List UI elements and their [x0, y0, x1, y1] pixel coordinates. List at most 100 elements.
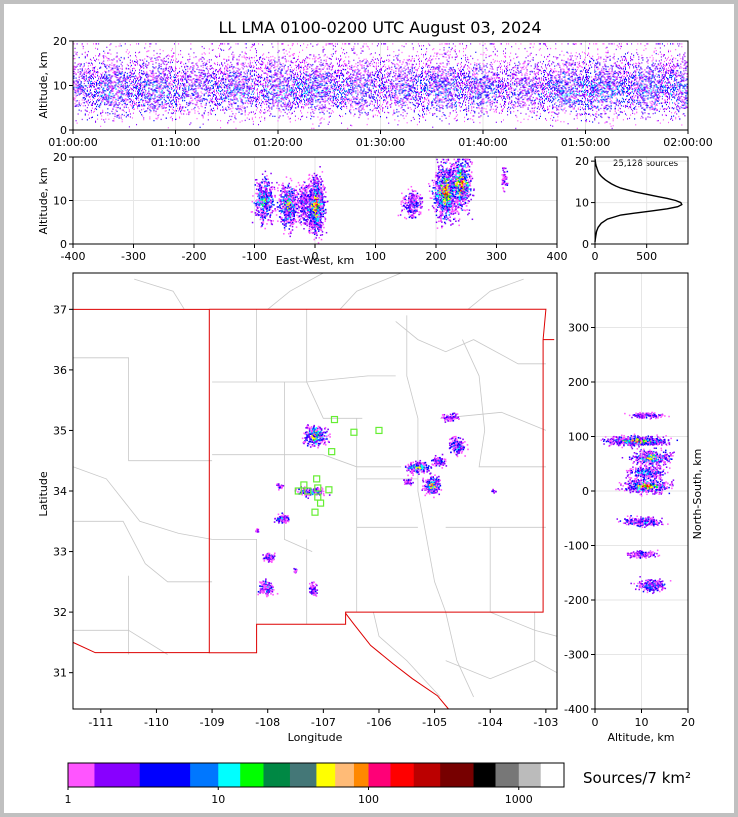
time-source — [290, 75, 291, 76]
time-source — [94, 96, 95, 97]
time-source — [147, 50, 148, 51]
time-source — [169, 73, 170, 74]
time-source — [242, 120, 243, 121]
time-source — [281, 100, 282, 101]
time-source — [175, 94, 176, 95]
time-source — [88, 83, 89, 84]
time-source — [228, 56, 229, 57]
time-source — [121, 74, 122, 75]
time-source — [104, 99, 105, 100]
time-source — [95, 103, 96, 104]
time-source — [235, 113, 236, 114]
time-source — [142, 73, 143, 74]
time-source — [269, 61, 270, 62]
time-source — [104, 82, 105, 83]
time-source — [191, 82, 192, 83]
time-source — [143, 100, 144, 101]
time-source — [262, 95, 263, 96]
time-source — [136, 104, 137, 105]
time-source — [153, 89, 154, 90]
time-source — [106, 57, 107, 58]
time-source — [232, 68, 233, 69]
time-source — [170, 85, 171, 86]
time-source — [251, 47, 252, 48]
time-source — [98, 59, 99, 60]
time-source — [93, 73, 94, 74]
time-source — [144, 97, 145, 98]
time-source — [130, 55, 131, 56]
time-source — [244, 106, 245, 107]
time-source — [96, 91, 97, 92]
time-source — [119, 84, 120, 85]
time-source — [92, 67, 93, 68]
time-source — [150, 72, 151, 73]
time-source — [159, 74, 160, 75]
time-source — [121, 57, 122, 58]
time-source — [163, 82, 164, 83]
time-source — [120, 73, 121, 74]
time-source — [211, 85, 212, 86]
time-source — [213, 73, 214, 74]
time-source — [85, 72, 86, 73]
time-source — [274, 81, 275, 82]
time-source — [182, 97, 183, 98]
time-source — [76, 87, 77, 88]
time-source — [301, 83, 302, 84]
time-source — [165, 104, 166, 105]
time-source — [111, 67, 112, 68]
time-source — [137, 105, 138, 106]
time-source — [311, 92, 312, 93]
time-source — [276, 101, 277, 102]
time-source — [290, 71, 291, 72]
time-source — [297, 80, 298, 81]
time-source — [230, 79, 231, 80]
time-source — [286, 61, 287, 62]
time-source — [307, 86, 308, 87]
time-source — [157, 104, 158, 105]
time-source — [241, 74, 242, 75]
time-source — [172, 68, 173, 69]
time-source — [192, 73, 193, 74]
time-source — [294, 79, 295, 80]
time-source — [161, 73, 162, 74]
time-source — [307, 89, 308, 90]
time-source — [153, 110, 154, 111]
time-source — [269, 92, 270, 93]
time-source — [93, 72, 94, 73]
time-source — [93, 111, 94, 112]
time-source — [182, 106, 183, 107]
time-source — [310, 86, 311, 87]
time-source — [208, 92, 209, 93]
time-source — [273, 93, 274, 94]
time-source — [103, 51, 104, 52]
time-source — [102, 112, 103, 113]
time-source — [103, 92, 104, 93]
time-source — [192, 69, 193, 70]
time-source — [252, 57, 253, 58]
time-source — [246, 86, 247, 87]
time-source — [145, 64, 146, 65]
time-source — [94, 71, 95, 72]
time-source — [79, 77, 80, 78]
time-source — [302, 81, 303, 82]
time-source — [177, 75, 178, 76]
time-source — [146, 72, 147, 73]
time-source — [306, 69, 307, 70]
time-source — [79, 100, 80, 101]
time-source — [284, 106, 285, 107]
time-source — [164, 71, 165, 72]
time-source — [312, 70, 313, 71]
time-source — [316, 70, 317, 71]
time-source — [129, 111, 130, 112]
time-source — [186, 95, 187, 96]
time-source — [80, 92, 81, 93]
time-source — [178, 83, 179, 84]
time-source — [188, 103, 189, 104]
time-source — [132, 106, 133, 107]
time-source — [94, 94, 95, 95]
time-source — [300, 110, 301, 111]
time-source — [159, 90, 160, 91]
time-source — [290, 109, 291, 110]
time-source — [117, 69, 118, 70]
time-source — [315, 80, 316, 81]
